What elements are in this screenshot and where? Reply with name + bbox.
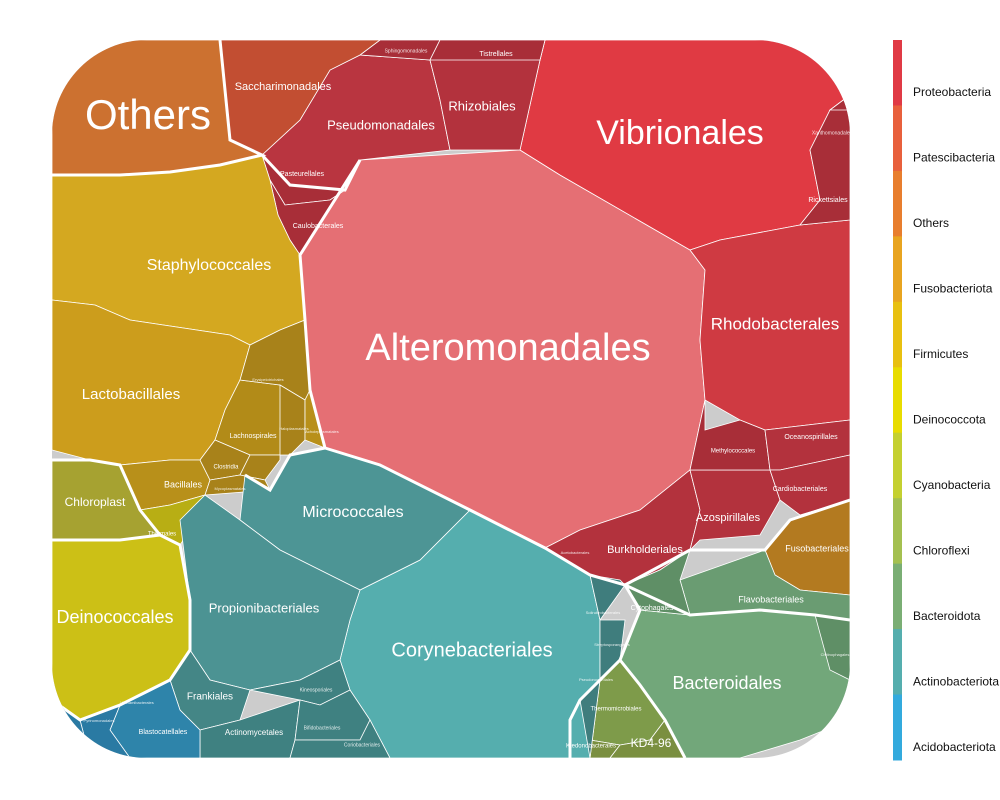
order-label-flavobacteriales: Flavobacteriales <box>738 594 804 604</box>
order-label-rhizobiales: Rhizobiales <box>448 98 516 113</box>
cell-tistrellales <box>429 40 546 61</box>
order-label-rhodobacterales: Rhodobacterales <box>711 314 840 333</box>
order-label-cardiobacteriales: Cardiobacteriales <box>773 486 828 493</box>
legend: Proteobacteria Patescibacteria Others Fusob… <box>893 40 999 761</box>
phylum-border <box>244 446 326 493</box>
order-label-pseudonocardiales: Pseudonocardiales <box>579 677 613 682</box>
legend-label-acidobacteriota: Acidobacteriota <box>913 740 996 754</box>
order-label-acetobacterales: Acetobacterales <box>561 550 590 555</box>
legend-label-deinococcota: Deinococcota <box>913 412 986 426</box>
legend-swatch-firmicutes <box>893 301 902 368</box>
order-label-streptosporangiales: Streptosporangiales <box>594 642 630 647</box>
legend-swatch-proteobacteria <box>893 40 902 106</box>
order-label-kd4-96: KD4-96 <box>631 736 672 750</box>
phylum-border <box>52 458 192 722</box>
order-label-haloplasmatales: Haloplasmatales <box>279 426 309 431</box>
order-label-solirubrobacterales: Solirubrobacterales <box>586 610 620 615</box>
order-label-blastocatellales: Blastocatellales <box>139 729 188 736</box>
phylum-border <box>52 533 161 542</box>
legend-swatch-fusobacteriota <box>893 236 902 303</box>
cell-cardiobacteriales <box>769 454 850 516</box>
order-label-frankiales: Frankiales <box>187 692 233 703</box>
order-label-clostridia: Clostridia <box>213 465 239 471</box>
legend-swatch-actinobacteriota <box>893 629 902 696</box>
order-label-cytophagales: Cytophagales <box>631 605 674 612</box>
order-label-propionibacteriales: Propionibacteriales <box>209 600 320 615</box>
order-label-methylococcales: Methylococcales <box>711 449 755 455</box>
order-label-pseudomonadales: Pseudomonadales <box>327 117 435 132</box>
order-label-mycoplasmatales: Mycoplasmatales <box>215 486 246 491</box>
order-label-lachnospirales: Lachnospirales <box>229 433 277 440</box>
legend-label-fusobacteriota: Fusobacteriota <box>913 282 993 296</box>
order-label-deinococcales: Deinococcales <box>56 607 173 627</box>
order-label-coriobacteriales: Coriobacteriales <box>344 742 381 748</box>
order-label-vicinamibacterales: Vicinamibacterales <box>120 700 154 705</box>
order-label-saccharimonadales: Saccharimonadales <box>235 81 332 93</box>
order-label-bifidobacteriales: Bifidobacteriales <box>304 725 341 731</box>
legend-swatch-patescibacteria <box>893 105 902 172</box>
legend-label-firmicutes: Firmicutes <box>913 347 968 361</box>
order-label-azospirillales: Azospirillales <box>696 512 761 524</box>
phylum-borders <box>52 40 850 758</box>
order-label-vibrionales: Vibrionales <box>596 114 764 152</box>
order-label-erysipelotrichales: Erysipelotrichales <box>252 377 283 382</box>
order-label-rickettsiales: Rickettsiales <box>808 197 848 204</box>
legend-label-cyanobacteria: Cyanobacteria <box>913 478 991 492</box>
phylum-border <box>52 40 267 177</box>
order-label-chloroplast: Chloroplast <box>65 495 126 509</box>
cell-rhizobiales <box>429 40 546 151</box>
order-label-caulobacterales: Caulobacterales <box>293 223 344 230</box>
order-label-pyrinomonadales: Pyrinomonadales <box>84 718 115 723</box>
order-label-bacteroidales: Bacteroidales <box>672 673 781 693</box>
cell-coriobacteriales <box>289 719 391 758</box>
order-label-acholeplasmatales: Acholeplasmatales <box>305 429 339 434</box>
order-label-fusobacteriales: Fusobacteriales <box>785 543 849 553</box>
order-label-lactobacillales: Lactobacillales <box>82 386 180 403</box>
phylum-border <box>624 583 850 622</box>
order-label-alteromonadales: Alteromonadales <box>365 327 650 369</box>
legend-label-proteobacteria: Proteobacteria <box>913 85 991 99</box>
order-label-corynebacteriales: Corynebacteriales <box>391 639 552 661</box>
order-label-sphingomonadales: Sphingomonadales <box>385 48 428 54</box>
legend-label-bacteroidota: Bacteroidota <box>913 609 981 623</box>
order-label-chitinophagales: Chitinophagales <box>821 652 850 657</box>
order-label-bacillales: Bacillales <box>164 479 203 489</box>
order-label-others: Others <box>85 91 211 138</box>
cell-methylococcales <box>689 399 771 471</box>
legend-swatch-acidobacteriota <box>893 694 902 761</box>
legend-label-patescibacteria: Patescibacteria <box>913 151 995 165</box>
phylum-border <box>568 584 642 758</box>
order-label-ktedonobacterales: Ktedonobacterales <box>566 744 616 750</box>
order-label-kineosporiales: Kineosporiales <box>300 687 333 693</box>
order-label-thermales: Thermales <box>148 532 176 538</box>
legend-swatch-bacteroidota <box>893 563 902 630</box>
order-label-staphylococcales: Staphylococcales <box>147 257 272 274</box>
legend-label-chloroflexi: Chloroflexi <box>913 543 970 557</box>
legend-swatch-chloroflexi <box>893 498 902 565</box>
legend-swatch-cyanobacteria <box>893 432 902 499</box>
order-label-micrococcales: Micrococcales <box>302 504 403 521</box>
order-label-actinomycetales: Actinomycetales <box>225 728 283 737</box>
order-label-pasteurellales: Pasteurellales <box>280 171 324 178</box>
order-label-oceanospirillales: Oceanospirillales <box>784 434 838 441</box>
order-label-tistrellales: Tistrellales <box>479 51 513 58</box>
legend-swatch-deinococcota <box>893 367 902 434</box>
legend-label-others: Others <box>913 216 949 230</box>
phylum-border <box>260 153 850 587</box>
order-label-xanthomonadales: Xanthomonadales <box>812 130 853 136</box>
legend-swatch-others <box>893 170 902 237</box>
order-label-burkholderiales: Burkholderiales <box>607 544 683 556</box>
phylum-border <box>618 659 687 758</box>
legend-label-actinobacteriota: Actinobacteriota <box>913 674 999 688</box>
order-labels: Alteromonadales Vibrionales Rhodobacterale… <box>56 48 853 750</box>
order-label-thermomicrobiales: Thermomicrobiales <box>590 707 641 713</box>
